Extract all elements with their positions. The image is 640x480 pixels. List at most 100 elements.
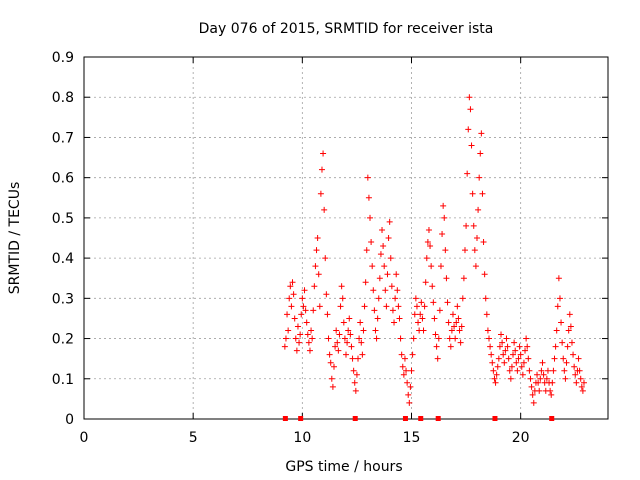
baseline-mark — [282, 416, 288, 421]
data-point — [501, 359, 508, 366]
data-point — [337, 303, 344, 310]
data-point — [353, 371, 360, 378]
data-point — [408, 367, 415, 374]
data-point — [516, 343, 523, 350]
data-point — [468, 142, 475, 149]
data-point — [411, 311, 418, 318]
data-point — [489, 359, 496, 366]
data-point — [294, 323, 301, 330]
data-point — [328, 375, 335, 382]
data-point — [556, 295, 563, 302]
data-point — [282, 335, 289, 342]
data-point — [495, 355, 502, 362]
data-point — [553, 327, 560, 334]
y-tick-label: 0.4 — [52, 251, 74, 267]
data-point — [296, 339, 303, 346]
data-point — [455, 315, 462, 322]
data-point — [488, 351, 495, 358]
data-point — [481, 271, 488, 278]
data-point — [346, 315, 353, 322]
data-point — [527, 375, 534, 382]
data-point — [372, 327, 379, 334]
data-point — [285, 327, 292, 334]
data-point — [530, 399, 537, 406]
data-point — [427, 243, 434, 250]
data-point — [544, 367, 551, 374]
data-point — [465, 126, 472, 133]
data-point — [437, 263, 444, 270]
data-point — [318, 166, 325, 173]
data-point — [469, 190, 476, 197]
data-point — [417, 311, 424, 318]
data-point — [571, 363, 578, 370]
data-point — [321, 206, 328, 213]
data-point — [298, 311, 305, 318]
data-point — [454, 303, 461, 310]
data-point — [382, 287, 389, 294]
data-point — [415, 319, 422, 326]
data-point — [304, 331, 311, 338]
x-tick-label: 5 — [189, 430, 198, 446]
y-axis-label: SRMTID / TECUs — [7, 182, 23, 295]
data-point — [442, 247, 449, 254]
data-point — [429, 283, 436, 290]
data-point — [410, 335, 417, 342]
data-point — [312, 263, 319, 270]
baseline-mark — [352, 416, 358, 421]
data-point — [347, 331, 354, 338]
data-point — [559, 339, 566, 346]
data-point — [379, 226, 386, 233]
data-point — [356, 335, 363, 342]
data-point — [357, 319, 364, 326]
baseline-mark — [549, 416, 555, 421]
data-point — [498, 331, 505, 338]
data-point — [572, 371, 579, 378]
data-point — [457, 339, 464, 346]
data-point — [360, 327, 367, 334]
data-point — [325, 335, 332, 342]
data-point — [301, 287, 308, 294]
data-point — [302, 307, 309, 314]
data-point — [483, 311, 490, 318]
data-point — [392, 295, 399, 302]
data-point — [570, 351, 577, 358]
chart-title: Day 076 of 2015, SRMTID for receiver ist… — [199, 21, 494, 37]
data-point — [395, 303, 402, 310]
data-point — [515, 355, 522, 362]
data-point — [562, 375, 569, 382]
data-point — [453, 319, 460, 326]
data-point — [436, 307, 443, 314]
data-point — [309, 335, 316, 342]
data-point — [359, 351, 366, 358]
data-point — [317, 190, 324, 197]
data-point — [506, 367, 513, 374]
data-point — [423, 255, 430, 262]
data-point — [377, 251, 384, 258]
baseline-mark — [435, 416, 441, 421]
data-point — [552, 343, 559, 350]
data-point — [492, 379, 499, 386]
data-point — [524, 343, 531, 350]
data-point — [387, 255, 394, 262]
data-point — [432, 331, 439, 338]
data-point — [525, 355, 532, 362]
data-point — [340, 319, 347, 326]
data-point — [330, 363, 337, 370]
data-point — [433, 343, 440, 350]
data-point — [405, 391, 412, 398]
data-point — [381, 263, 388, 270]
data-point — [341, 335, 348, 342]
data-point — [528, 383, 535, 390]
data-point — [537, 375, 544, 382]
data-point — [456, 327, 463, 334]
data-point — [299, 295, 306, 302]
data-point — [520, 359, 527, 366]
data-point — [345, 327, 352, 334]
data-point — [567, 323, 574, 330]
data-point — [424, 239, 431, 246]
data-point — [365, 194, 372, 201]
data-point — [555, 275, 562, 282]
data-point — [284, 311, 291, 318]
data-point — [519, 371, 526, 378]
